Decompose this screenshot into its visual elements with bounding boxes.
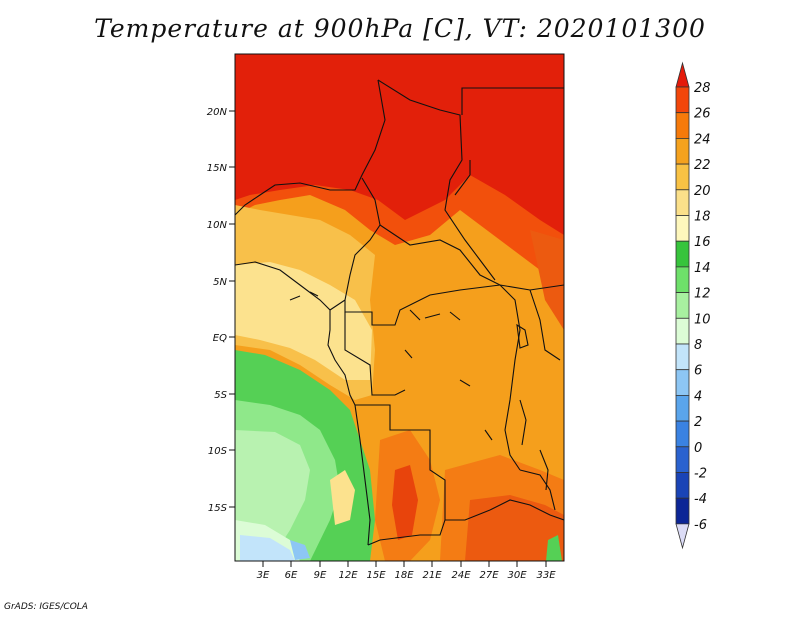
lon-tick-label: 24E: [451, 570, 471, 581]
colorbar-bin: [675, 240, 690, 268]
colorbar-label: 6: [694, 364, 702, 379]
colorbar-bin: [675, 86, 690, 114]
lat-tick-label: 5N: [213, 277, 227, 288]
colorbar-label: -4: [694, 492, 707, 507]
grads-credit: GrADS: IGES/COLA: [4, 602, 88, 612]
colorbar-bin: [675, 189, 690, 216]
lon-tick-label: 6E: [285, 570, 298, 581]
colorbar-bin: [675, 394, 690, 422]
lon-tick-label: 33E: [536, 570, 556, 581]
colorbar-label: 4: [694, 389, 702, 404]
lon-tick-label: 3E: [257, 570, 270, 581]
country-borders: [235, 79, 564, 546]
colorbar-label: 10: [694, 312, 711, 327]
colorbar-bin: [675, 292, 690, 319]
colorbar-bin: [675, 446, 690, 473]
colorbar-label: 20: [694, 184, 711, 199]
lon-tick-label: 15E: [366, 570, 386, 581]
colorbar-label: 22: [694, 158, 711, 173]
map-frame: [234, 53, 565, 562]
colorbar-label: 28: [694, 81, 711, 96]
temperature-field: [235, 54, 564, 561]
lat-tick-label: 5S: [214, 390, 227, 401]
colorbar-bin: [675, 497, 690, 525]
map-title: Temperature at 900hPa [C], VT: 202010130…: [94, 14, 706, 43]
colorbar-bin: [675, 266, 690, 293]
colorbar-label: 12: [694, 287, 711, 302]
colorbar-bin: [675, 472, 690, 499]
lon-tick-label: 30E: [507, 570, 527, 581]
lon-tick-label: 21E: [422, 570, 442, 581]
lat-tick-label: 10S: [208, 446, 228, 457]
lat-tick-label: EQ: [213, 333, 227, 344]
colorbar-bin: [675, 343, 690, 371]
lon-tick-label: 27E: [479, 570, 499, 581]
lon-axis: [262, 561, 547, 567]
lon-tick-label: 12E: [338, 570, 358, 581]
colorbar-label: 14: [694, 261, 711, 276]
lat-tick-label: 20N: [207, 107, 228, 118]
colorbar-bin: [675, 215, 690, 242]
colorbar-label: 16: [694, 235, 711, 250]
colorbar-bin: [675, 523, 690, 550]
colorbar-label: 8: [694, 338, 702, 353]
colorbar-label: 18: [694, 210, 711, 225]
colorbar-bin: [675, 369, 690, 396]
lat-tick-label: 15S: [208, 503, 228, 514]
colorbar-bin: [675, 317, 690, 345]
colorbar-bin: [675, 137, 690, 165]
colorbar-label: -2: [694, 467, 707, 482]
colorbar-bin: [675, 112, 690, 139]
colorbar-label: 24: [694, 132, 711, 147]
lat-tick-label: 15N: [207, 163, 228, 174]
lon-tick-label: 18E: [394, 570, 414, 581]
lon-tick-label: 9E: [314, 570, 327, 581]
lat-tick-label: 10N: [207, 220, 228, 231]
colorbar-label: 2: [694, 415, 702, 430]
colorbar-bin: [675, 420, 690, 448]
lat-axis: [229, 110, 235, 508]
colorbar-label: 0: [694, 441, 702, 456]
colorbar-bin: [675, 61, 690, 88]
colorbar-label: 26: [694, 107, 711, 122]
colorbar-bin: [675, 163, 690, 191]
colorbar-label: -6: [694, 518, 707, 533]
